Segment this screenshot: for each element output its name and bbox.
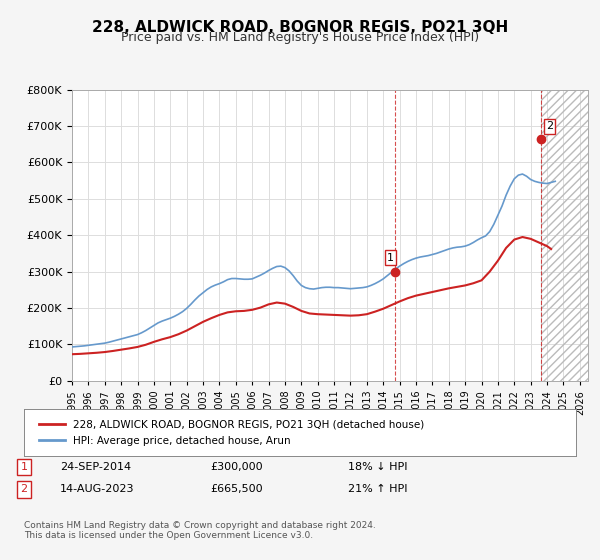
Text: 2: 2 [20,484,28,494]
Text: 18% ↓ HPI: 18% ↓ HPI [348,462,407,472]
Text: Contains HM Land Registry data © Crown copyright and database right 2024.
This d: Contains HM Land Registry data © Crown c… [24,521,376,540]
Text: 24-SEP-2014: 24-SEP-2014 [60,462,131,472]
Text: 1: 1 [20,462,28,472]
Legend: 228, ALDWICK ROAD, BOGNOR REGIS, PO21 3QH (detached house), HPI: Average price, : 228, ALDWICK ROAD, BOGNOR REGIS, PO21 3Q… [35,416,428,450]
Text: £300,000: £300,000 [210,462,263,472]
Text: 21% ↑ HPI: 21% ↑ HPI [348,484,407,494]
Text: Price paid vs. HM Land Registry's House Price Index (HPI): Price paid vs. HM Land Registry's House … [121,31,479,44]
Text: 2: 2 [546,122,553,132]
Text: 1: 1 [387,253,394,263]
Text: £665,500: £665,500 [210,484,263,494]
Text: 14-AUG-2023: 14-AUG-2023 [60,484,134,494]
Text: 228, ALDWICK ROAD, BOGNOR REGIS, PO21 3QH: 228, ALDWICK ROAD, BOGNOR REGIS, PO21 3Q… [92,20,508,35]
